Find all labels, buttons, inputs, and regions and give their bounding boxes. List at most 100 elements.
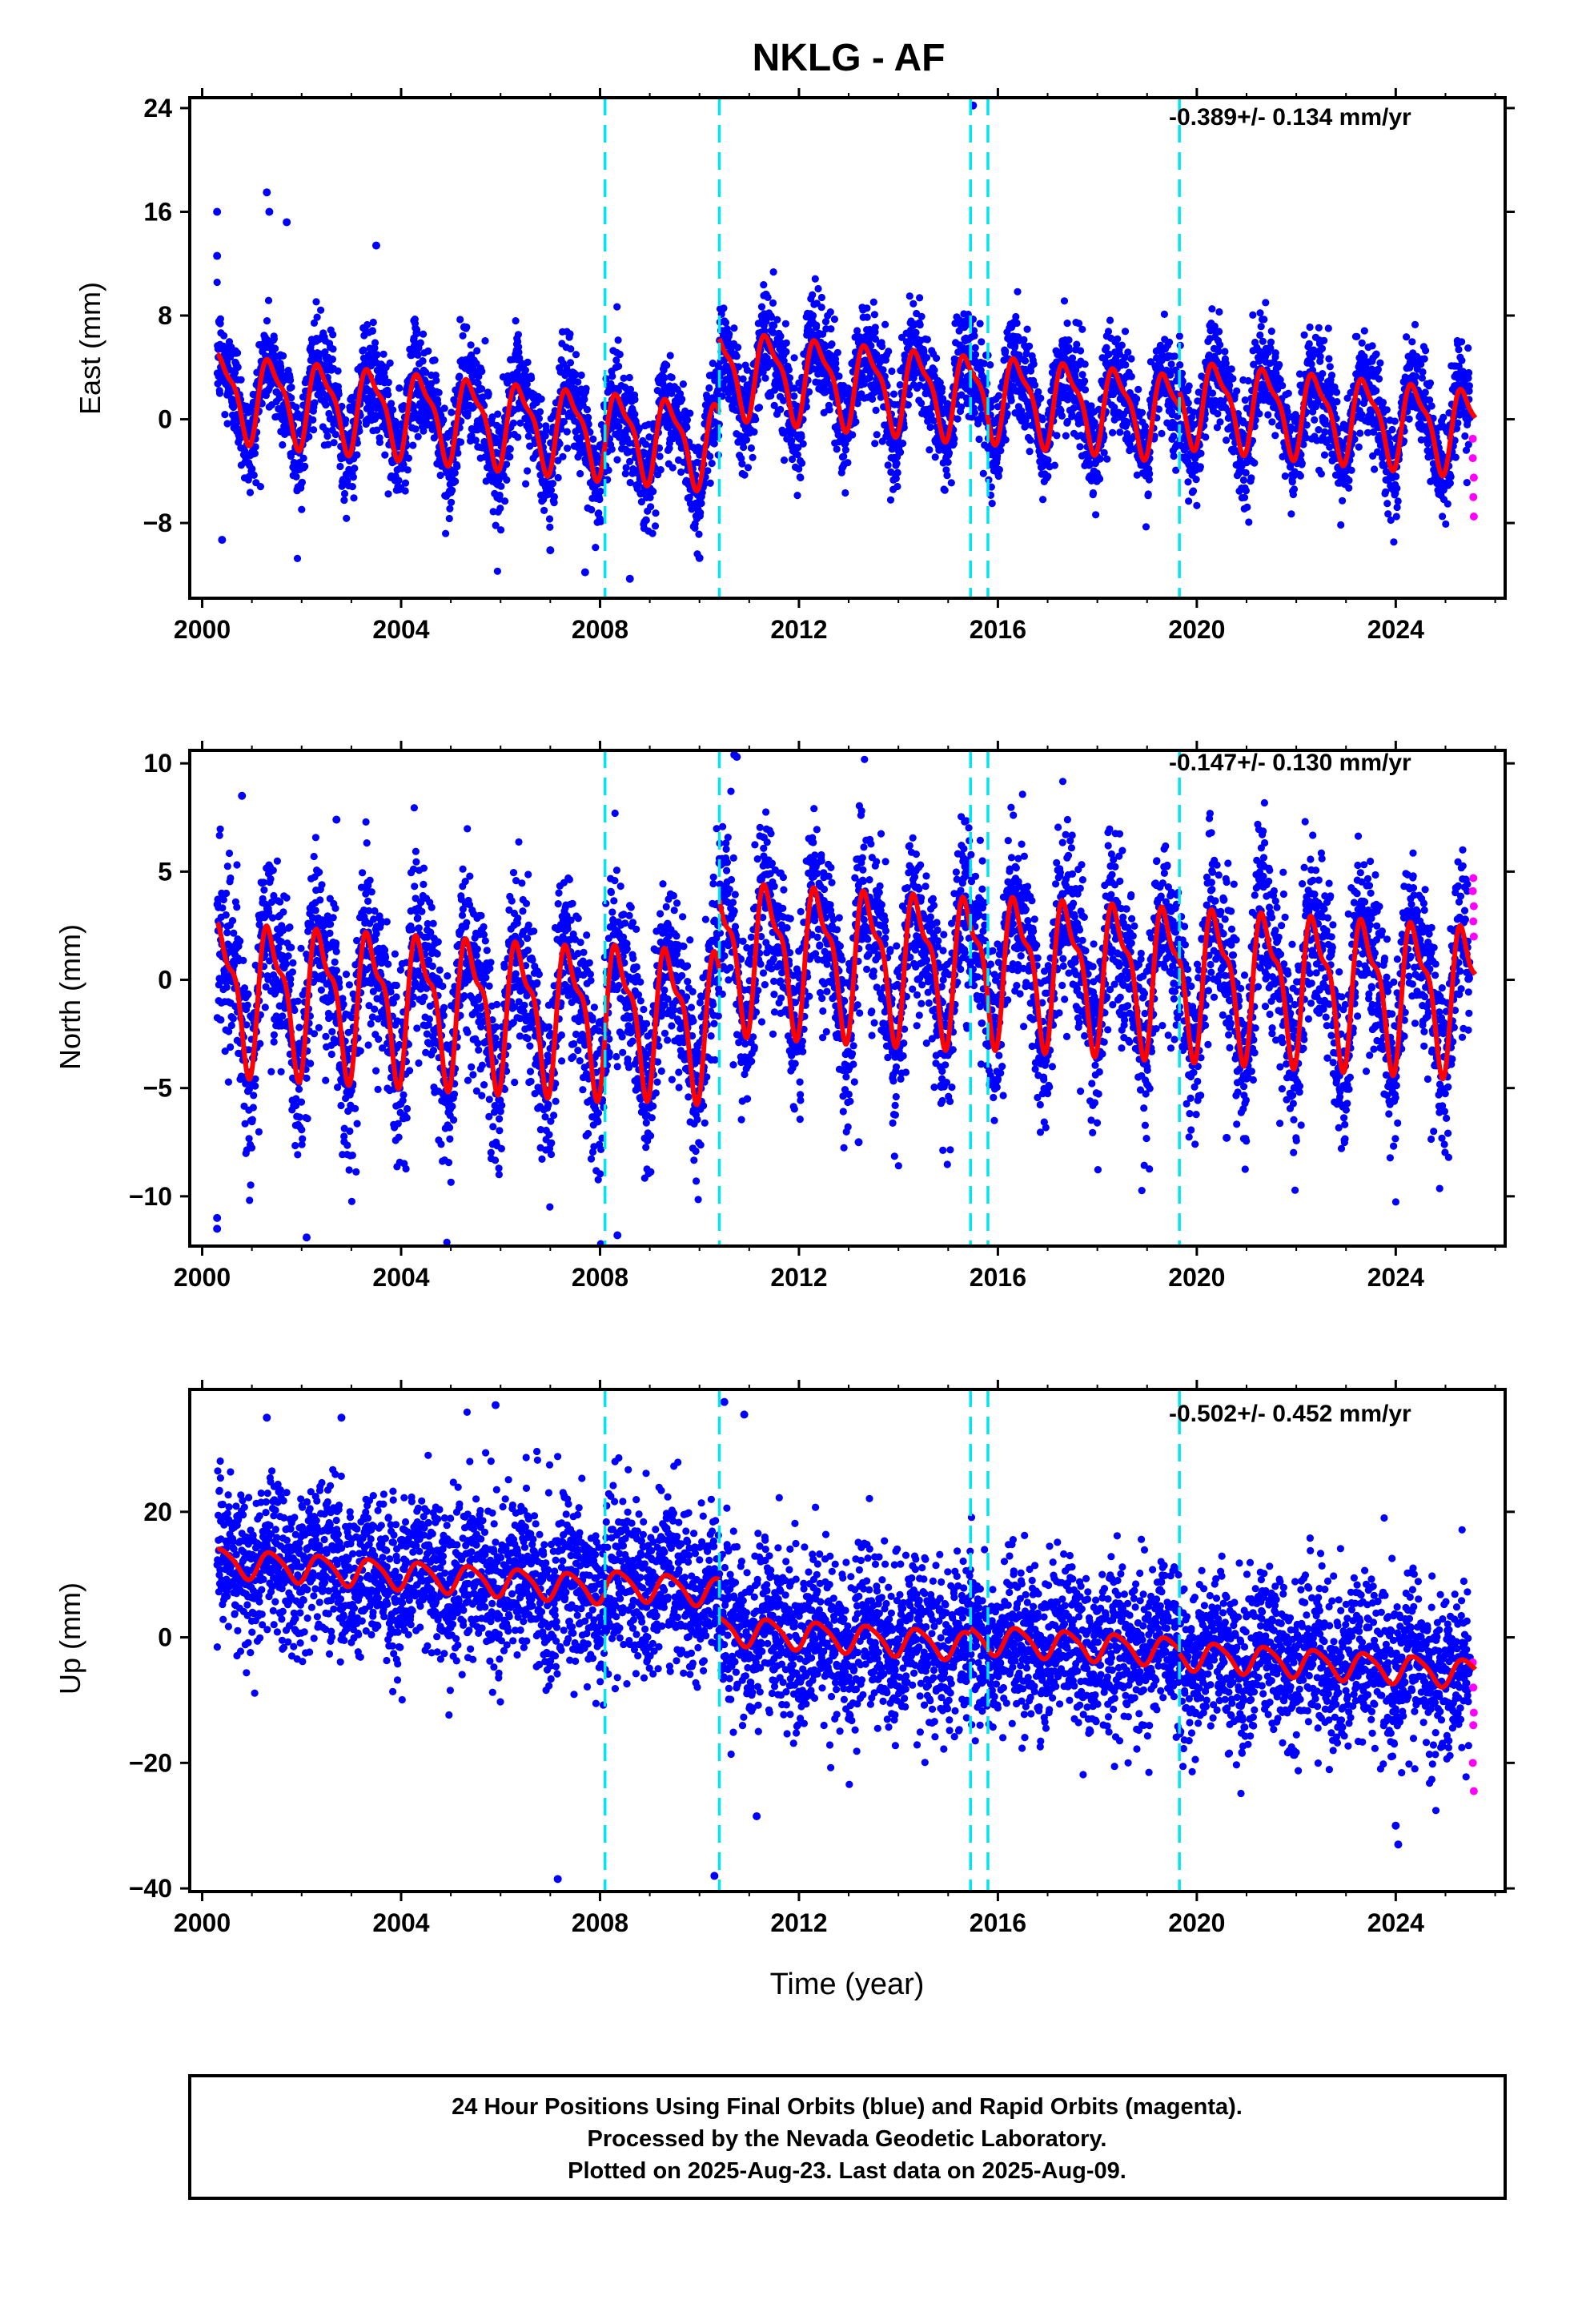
east-final-point <box>1072 366 1080 374</box>
east-final-point <box>1092 511 1100 519</box>
east-final-point <box>503 460 511 468</box>
east-final-point <box>604 466 612 474</box>
east-final-point <box>436 471 444 480</box>
east-final-point <box>770 321 778 330</box>
east-final-point <box>1134 385 1142 393</box>
east-final-point <box>567 345 575 353</box>
east-final-point <box>1031 381 1039 389</box>
east-final-point <box>1239 476 1247 485</box>
east-final-point <box>516 419 524 427</box>
east-final-point <box>1260 316 1268 324</box>
east-final-point <box>676 390 685 398</box>
east-final-point <box>1226 381 1234 389</box>
east-final-point <box>840 452 848 460</box>
east-final-point <box>844 459 852 467</box>
east-final-point <box>645 433 653 441</box>
east-final-point <box>976 320 984 328</box>
east-final-point <box>1023 325 1031 333</box>
east-final-point <box>1081 386 1090 394</box>
east-final-point <box>950 435 958 443</box>
east-final-point <box>942 466 950 474</box>
east-final-point <box>401 479 410 487</box>
east-final-point <box>785 366 793 374</box>
east-final-point <box>528 374 536 383</box>
east-final-point <box>945 449 954 457</box>
east-final-point <box>768 313 776 321</box>
east-final-point <box>648 529 656 537</box>
east-final-point <box>566 359 575 367</box>
east-final-point <box>814 284 822 293</box>
east-final-point <box>246 489 255 497</box>
east-final-point <box>580 396 588 404</box>
east-final-point <box>896 381 904 389</box>
east-final-point <box>759 368 767 376</box>
east-final-point <box>1287 510 1295 518</box>
east-final-point <box>917 312 926 320</box>
east-final-point <box>1106 316 1114 324</box>
east-final-point <box>871 440 879 448</box>
east-final-point <box>1256 309 1264 317</box>
east-final-point <box>467 341 475 349</box>
east-final-point <box>548 480 557 488</box>
east-final-point <box>1103 455 1111 463</box>
east-final-point <box>329 345 337 353</box>
east-final-point <box>277 366 285 374</box>
east-final-point <box>986 361 994 369</box>
east-final-point <box>1247 474 1255 482</box>
east-final-point <box>938 384 946 392</box>
east-final-point <box>524 432 532 440</box>
east-final-point <box>493 567 502 575</box>
east-final-point <box>971 351 980 359</box>
east-final-point <box>1116 428 1124 436</box>
east-final-point <box>1249 311 1257 319</box>
east-final-point <box>782 348 790 356</box>
east-final-point <box>424 347 432 355</box>
east-final-point <box>556 440 564 448</box>
east-final-point <box>514 433 522 441</box>
east-final-point <box>884 461 892 469</box>
east-final-point <box>1065 346 1073 354</box>
east-final-point <box>780 396 788 404</box>
east-final-point <box>869 298 877 306</box>
east-final-point <box>1305 340 1313 348</box>
east-final-point <box>474 380 482 388</box>
east-final-point <box>936 379 944 387</box>
east-final-point <box>958 403 966 411</box>
east-final-point <box>954 415 962 423</box>
east-final-point <box>496 491 504 500</box>
east-final-point <box>574 378 582 386</box>
east-final-point <box>755 404 764 412</box>
east-final-point <box>615 423 623 431</box>
east-final-point <box>740 443 748 452</box>
east-final-point <box>1215 348 1223 356</box>
east-final-point <box>524 467 532 475</box>
east-final-point <box>656 452 664 460</box>
east-final-point <box>287 376 295 384</box>
east-final-point <box>797 432 805 441</box>
east-final-point <box>1081 377 1089 385</box>
east-final-point <box>541 432 549 440</box>
east-final-point <box>930 366 938 374</box>
east-final-point <box>414 351 422 359</box>
east-final-point <box>1062 432 1070 440</box>
east-final-point <box>757 303 766 311</box>
east-final-point <box>870 311 878 319</box>
east-final-point <box>1318 344 1327 352</box>
east-final-point <box>420 330 428 338</box>
east-final-point <box>310 319 319 327</box>
east-final-point <box>537 395 545 403</box>
east-final-point <box>738 460 746 468</box>
east-final-point <box>457 438 465 446</box>
east-final-point <box>734 344 742 352</box>
east-final-point <box>780 456 789 464</box>
east-final-point <box>1185 497 1193 505</box>
east-final-point <box>686 409 694 417</box>
east-final-point <box>626 385 635 393</box>
east-final-point <box>909 300 917 308</box>
east-final-point <box>336 462 344 471</box>
east-final-point <box>1185 382 1193 390</box>
east-final-point <box>825 406 833 414</box>
east-final-point <box>1193 501 1201 509</box>
east-final-point <box>478 385 486 393</box>
